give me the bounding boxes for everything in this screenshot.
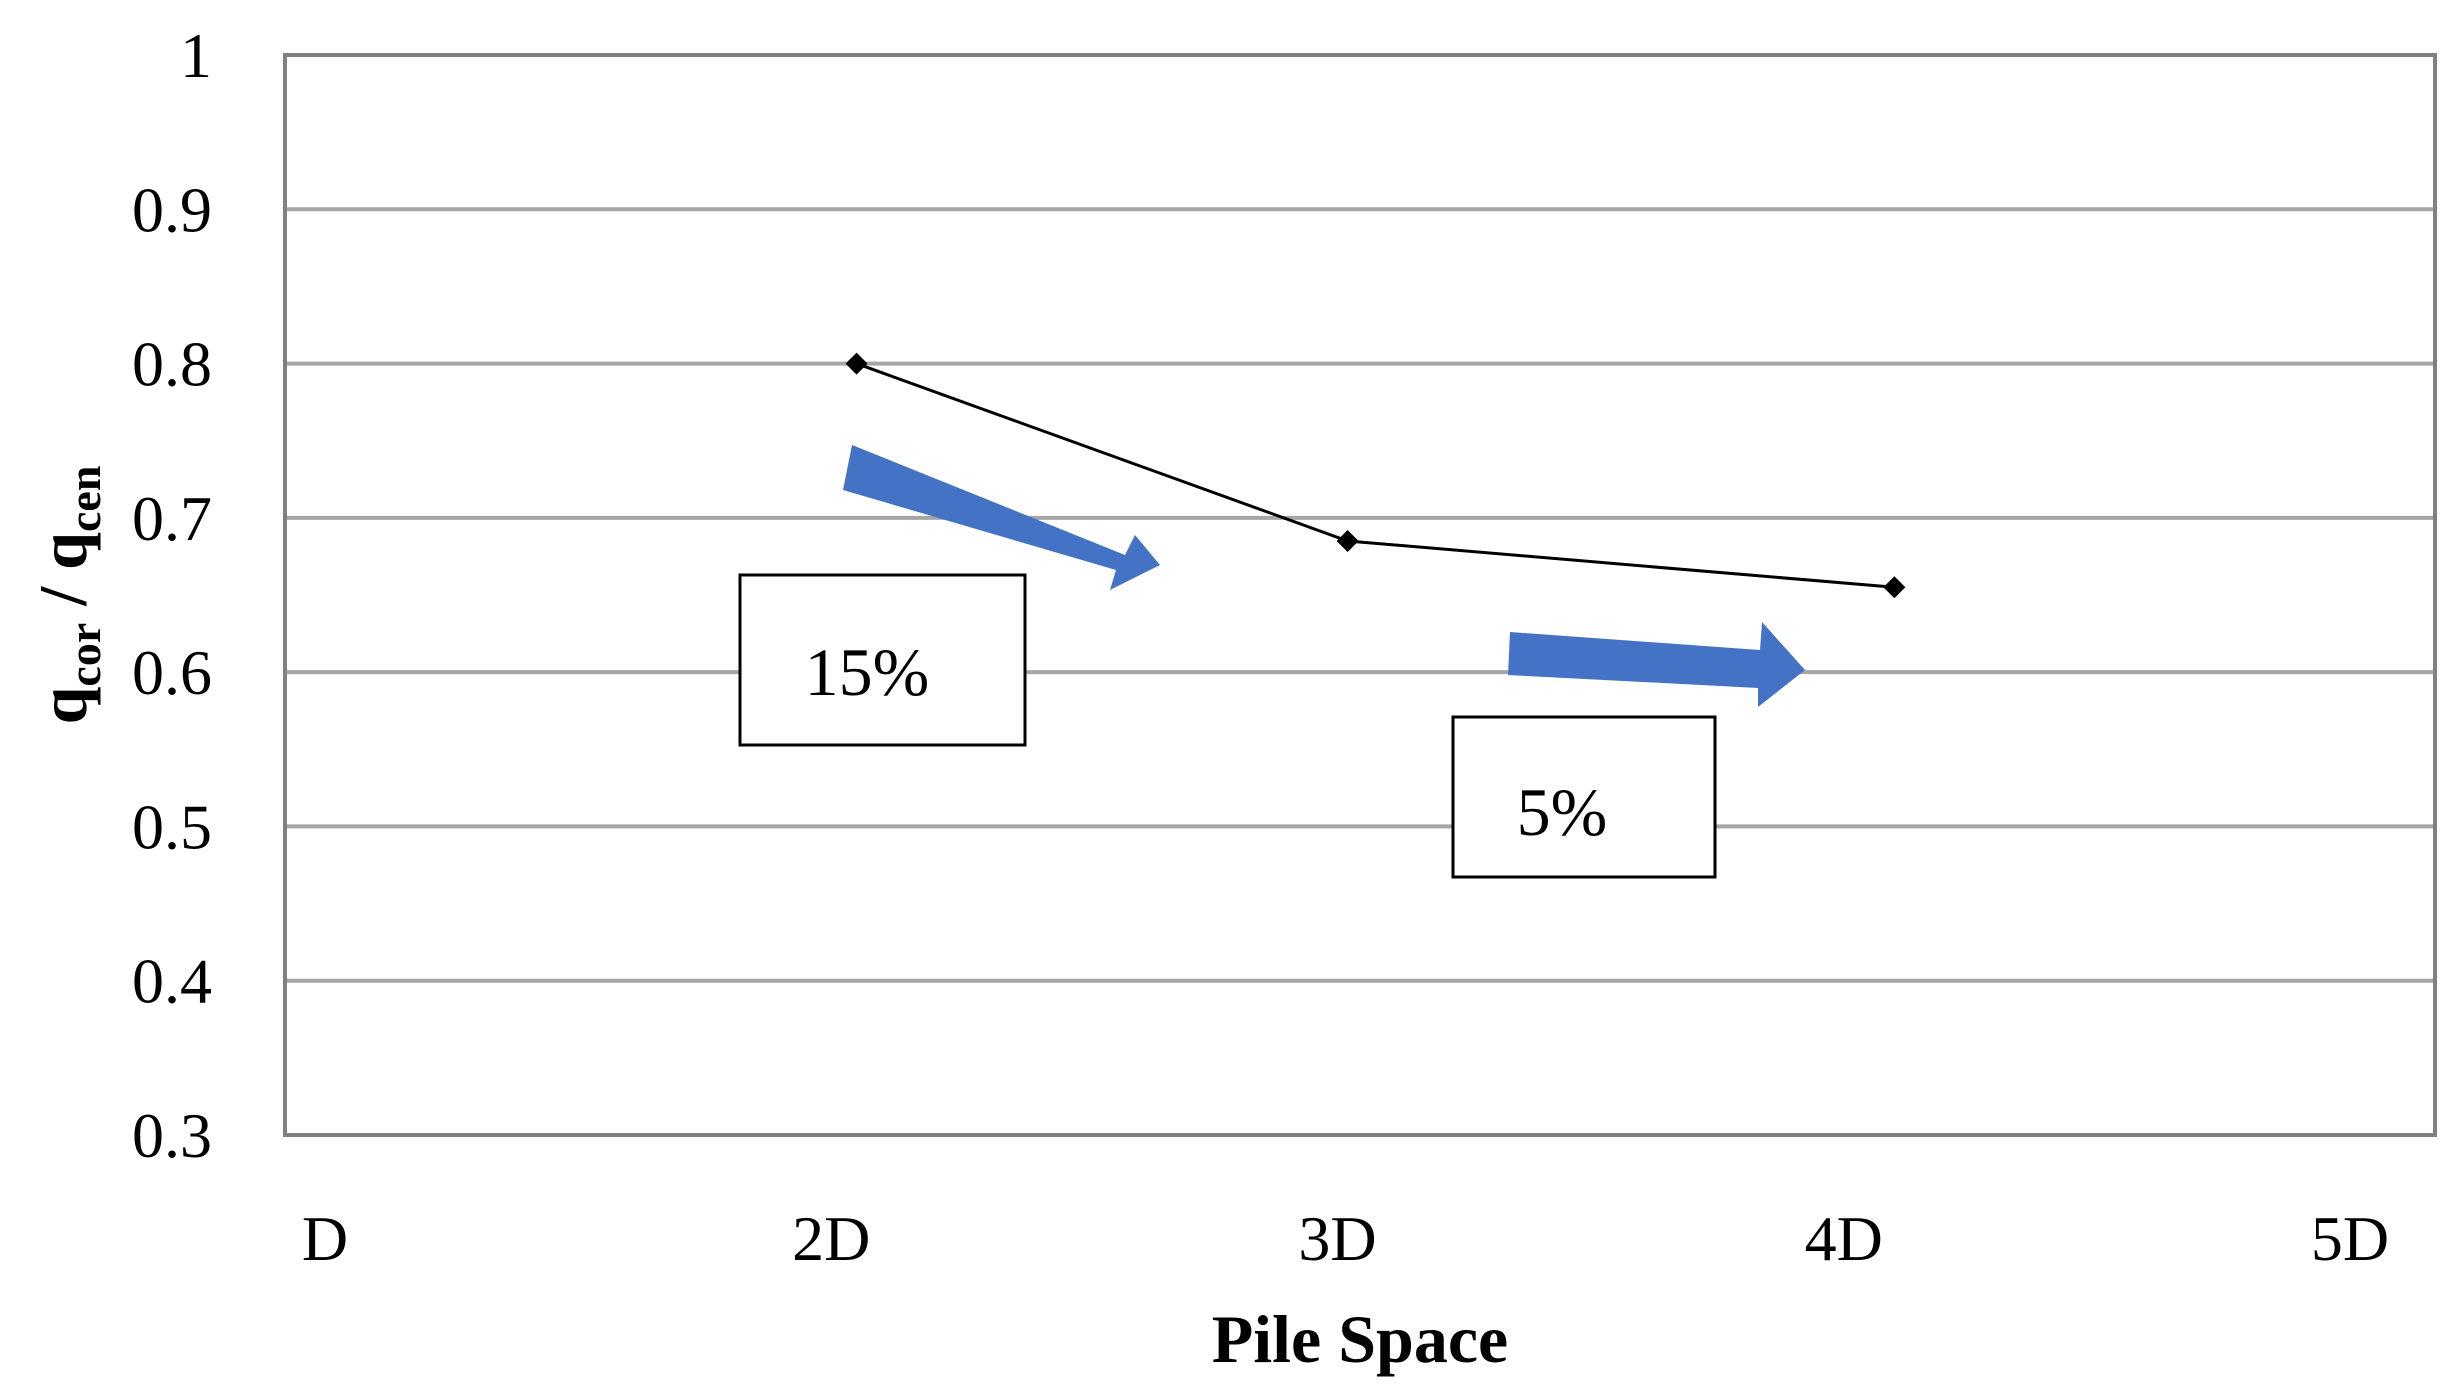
data-point-marker <box>1883 576 1906 599</box>
x-tick-label: D <box>302 1203 348 1274</box>
y-axis-title: qcor / qcen <box>25 466 110 725</box>
y-tick-label: 0.7 <box>132 483 212 554</box>
annotations: 15% 5% <box>738 445 1805 879</box>
y-tick-label: 1 <box>180 20 212 91</box>
series-layer <box>845 352 1906 599</box>
x-tick-label: 2D <box>792 1203 870 1274</box>
y-tick-label: 0.9 <box>132 174 212 245</box>
x-tick-label: 4D <box>1805 1203 1883 1274</box>
y-tick-label: 0.5 <box>132 791 212 862</box>
gridlines <box>285 207 2435 983</box>
y-tick-label: 0.8 <box>132 329 212 400</box>
plot-area-frame <box>283 53 2437 1137</box>
trend-arrow-1 <box>843 445 1160 590</box>
annotation-label-2: 5% <box>1517 774 1608 850</box>
y-tick-label: 0.3 <box>132 1100 212 1171</box>
annotation-label-1: 15% <box>805 634 930 710</box>
x-tick-label: 3D <box>1298 1203 1376 1274</box>
data-point-marker <box>1336 530 1359 552</box>
annotation-box-1 <box>738 573 1027 747</box>
series-line <box>856 362 1895 589</box>
y-tick-label: 0.6 <box>132 637 212 708</box>
x-axis-ticks: D 2D 3D 4D 5D <box>302 1203 2389 1274</box>
x-tick-label: 5D <box>2311 1203 2389 1274</box>
trend-arrow-2 <box>1508 622 1805 707</box>
x-axis-title: Pile Space <box>1212 1301 1509 1377</box>
data-point-marker <box>845 352 868 375</box>
y-axis-ticks: 0.3 0.4 0.5 0.6 0.7 0.8 0.9 1 <box>132 20 212 1171</box>
annotation-box-2 <box>1451 715 1717 879</box>
y-tick-label: 0.4 <box>132 946 212 1017</box>
